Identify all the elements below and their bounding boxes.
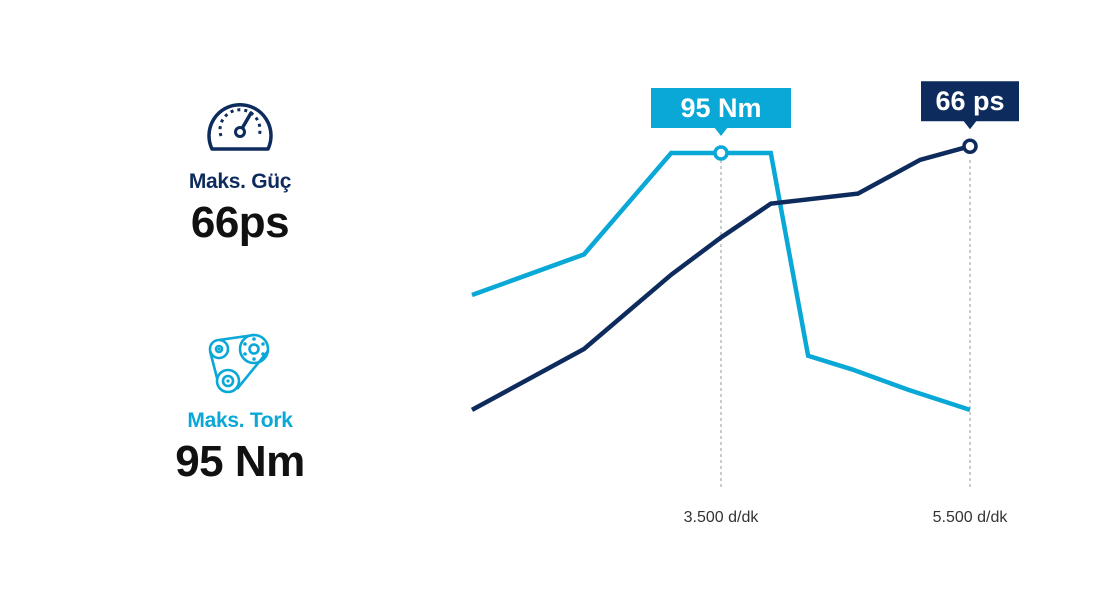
max-torque-label: Maks. Tork bbox=[187, 409, 293, 432]
belt-pulley-icon bbox=[208, 333, 270, 394]
power-callout-pointer bbox=[963, 120, 977, 130]
torque-peak-callout: 95 Nm bbox=[651, 88, 791, 161]
torque-peak-marker bbox=[713, 145, 729, 161]
max-power-stat: Maks. Güç 66ps bbox=[140, 88, 340, 248]
torque-callout-box bbox=[651, 88, 791, 128]
x-tick-label-1: 5.500 d/dk bbox=[933, 509, 1009, 526]
torque-curve bbox=[471, 150, 971, 413]
power-curve bbox=[470, 144, 971, 412]
torque-callout-label: 95 Nm bbox=[680, 93, 761, 123]
power-callout-box bbox=[921, 81, 1019, 122]
x-tick-label-0: 3.500 d/dk bbox=[684, 509, 760, 526]
max-power-value: 66ps bbox=[190, 198, 290, 247]
speedometer-icon bbox=[207, 103, 273, 151]
torque-callout-pointer bbox=[714, 127, 728, 136]
max-torque-value: 95 Nm bbox=[175, 437, 305, 486]
max-power-label: Maks. Güç bbox=[188, 170, 292, 193]
power-peak-marker bbox=[962, 138, 978, 154]
max-torque-stat: Maks. Tork 95 Nm bbox=[140, 333, 340, 487]
power-callout-label: 66 ps bbox=[935, 86, 1004, 116]
power-peak-callout: 66 ps bbox=[921, 81, 1019, 154]
